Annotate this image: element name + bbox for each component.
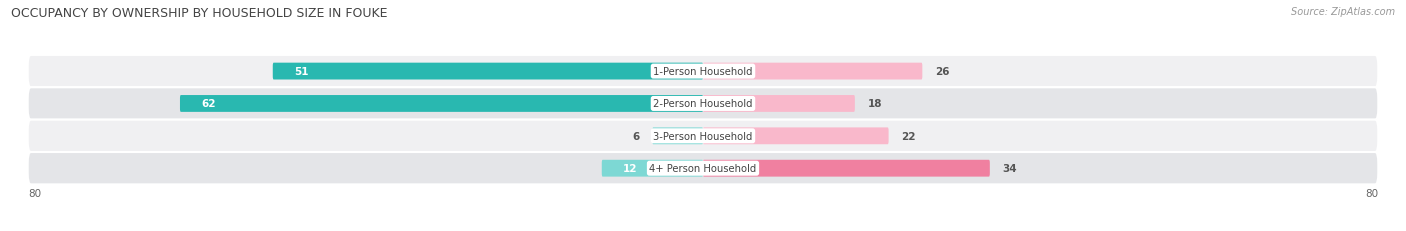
- Text: 80: 80: [1365, 188, 1378, 198]
- Text: 26: 26: [935, 67, 949, 77]
- Text: 1-Person Household: 1-Person Household: [654, 67, 752, 77]
- Text: 3-Person Household: 3-Person Household: [654, 131, 752, 141]
- FancyBboxPatch shape: [703, 96, 855, 112]
- FancyBboxPatch shape: [703, 128, 889, 145]
- Text: 2-Person Household: 2-Person Household: [654, 99, 752, 109]
- Text: OCCUPANCY BY OWNERSHIP BY HOUSEHOLD SIZE IN FOUKE: OCCUPANCY BY OWNERSHIP BY HOUSEHOLD SIZE…: [11, 7, 388, 20]
- Text: 4+ Person Household: 4+ Person Household: [650, 164, 756, 173]
- FancyBboxPatch shape: [28, 56, 1378, 88]
- FancyBboxPatch shape: [273, 63, 703, 80]
- Text: 80: 80: [28, 188, 41, 198]
- Text: Source: ZipAtlas.com: Source: ZipAtlas.com: [1291, 7, 1395, 17]
- FancyBboxPatch shape: [180, 96, 703, 112]
- FancyBboxPatch shape: [652, 128, 703, 145]
- Text: 22: 22: [901, 131, 915, 141]
- FancyBboxPatch shape: [28, 152, 1378, 185]
- Text: 18: 18: [868, 99, 882, 109]
- Text: 51: 51: [294, 67, 308, 77]
- Text: 34: 34: [1002, 164, 1017, 173]
- FancyBboxPatch shape: [703, 63, 922, 80]
- FancyBboxPatch shape: [28, 88, 1378, 120]
- Text: 12: 12: [623, 164, 637, 173]
- FancyBboxPatch shape: [602, 160, 703, 177]
- FancyBboxPatch shape: [703, 160, 990, 177]
- Text: 6: 6: [633, 131, 640, 141]
- Text: 62: 62: [201, 99, 215, 109]
- FancyBboxPatch shape: [28, 120, 1378, 152]
